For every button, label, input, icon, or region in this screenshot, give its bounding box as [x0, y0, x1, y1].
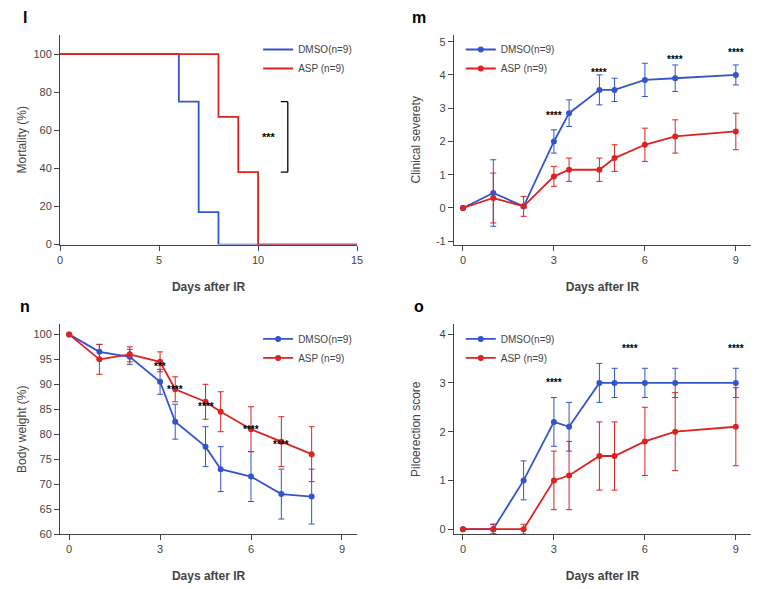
svg-text:****: ****: [243, 424, 259, 435]
svg-text:85: 85: [40, 403, 52, 415]
svg-text:****: ****: [546, 377, 562, 388]
svg-text:100: 100: [33, 48, 51, 60]
svg-text:l: l: [23, 9, 27, 26]
svg-text:4: 4: [440, 328, 446, 340]
svg-text:2: 2: [440, 135, 446, 147]
svg-text:ASP (n=9): ASP (n=9): [501, 63, 547, 74]
svg-text:80: 80: [40, 86, 52, 98]
svg-text:80: 80: [40, 428, 52, 440]
svg-text:****: ****: [198, 401, 214, 412]
svg-text:60: 60: [40, 124, 52, 136]
svg-text:90: 90: [40, 378, 52, 390]
svg-text:6: 6: [642, 254, 648, 266]
svg-text:ASP (n=9): ASP (n=9): [298, 63, 344, 74]
svg-text:5: 5: [156, 254, 162, 266]
svg-text:Piloerection score: Piloerection score: [409, 381, 423, 477]
svg-text:****: ****: [728, 343, 744, 354]
svg-text:DMSO(n=9): DMSO(n=9): [501, 334, 555, 345]
svg-text:4: 4: [440, 69, 446, 81]
svg-text:0: 0: [460, 543, 466, 555]
svg-text:10: 10: [252, 254, 264, 266]
svg-text:m: m: [412, 9, 426, 26]
svg-text:70: 70: [40, 478, 52, 490]
svg-text:75: 75: [40, 453, 52, 465]
svg-text:100: 100: [33, 328, 51, 340]
svg-text:****: ****: [167, 384, 183, 395]
svg-text:****: ****: [622, 343, 638, 354]
svg-text:ASP (n=9): ASP (n=9): [501, 353, 547, 364]
svg-text:3: 3: [440, 377, 446, 389]
svg-text:0: 0: [57, 254, 63, 266]
svg-text:Days after IR: Days after IR: [566, 569, 640, 583]
svg-text:0: 0: [440, 523, 446, 535]
svg-text:0: 0: [460, 254, 466, 266]
svg-text:5: 5: [440, 36, 446, 48]
svg-text:15: 15: [351, 254, 363, 266]
svg-text:n: n: [20, 298, 30, 315]
svg-text:3: 3: [157, 543, 163, 555]
svg-text:****: ****: [591, 67, 607, 78]
svg-text:Mortality (%): Mortality (%): [15, 106, 29, 173]
svg-text:9: 9: [339, 543, 345, 555]
svg-text:0: 0: [440, 202, 446, 214]
svg-text:2: 2: [440, 426, 446, 438]
svg-text:-1: -1: [436, 235, 446, 247]
svg-text:20: 20: [40, 200, 52, 212]
svg-text:1: 1: [440, 169, 446, 181]
svg-text:65: 65: [40, 503, 52, 515]
svg-text:Days after IR: Days after IR: [172, 569, 246, 583]
svg-text:9: 9: [733, 254, 739, 266]
svg-text:Clinical severety: Clinical severety: [409, 96, 423, 183]
svg-text:3: 3: [551, 254, 557, 266]
svg-text:95: 95: [40, 353, 52, 365]
svg-text:6: 6: [642, 543, 648, 555]
svg-text:0: 0: [66, 543, 72, 555]
svg-text:ASP (n=9): ASP (n=9): [298, 353, 344, 364]
svg-text:9: 9: [733, 543, 739, 555]
svg-text:3: 3: [440, 102, 446, 114]
svg-text:o: o: [414, 298, 424, 315]
svg-text:***: ***: [154, 361, 166, 372]
svg-text:****: ****: [273, 439, 289, 450]
svg-text:DMSO(n=9): DMSO(n=9): [298, 334, 352, 345]
svg-text:3: 3: [551, 543, 557, 555]
svg-text:DMSO(n=9): DMSO(n=9): [298, 44, 352, 55]
svg-text:1: 1: [440, 474, 446, 486]
svg-text:Body weight (%): Body weight (%): [15, 386, 29, 473]
svg-text:****: ****: [546, 110, 562, 121]
svg-text:Days after IR: Days after IR: [172, 280, 246, 294]
svg-text:Days after IR: Days after IR: [566, 280, 640, 294]
svg-text:DMSO(n=9): DMSO(n=9): [501, 44, 555, 55]
svg-text:0: 0: [46, 238, 52, 250]
svg-text:****: ****: [728, 47, 744, 58]
svg-text:***: ***: [262, 131, 276, 143]
svg-text:****: ****: [667, 54, 683, 65]
svg-text:60: 60: [40, 528, 52, 540]
svg-text:40: 40: [40, 162, 52, 174]
svg-text:6: 6: [248, 543, 254, 555]
